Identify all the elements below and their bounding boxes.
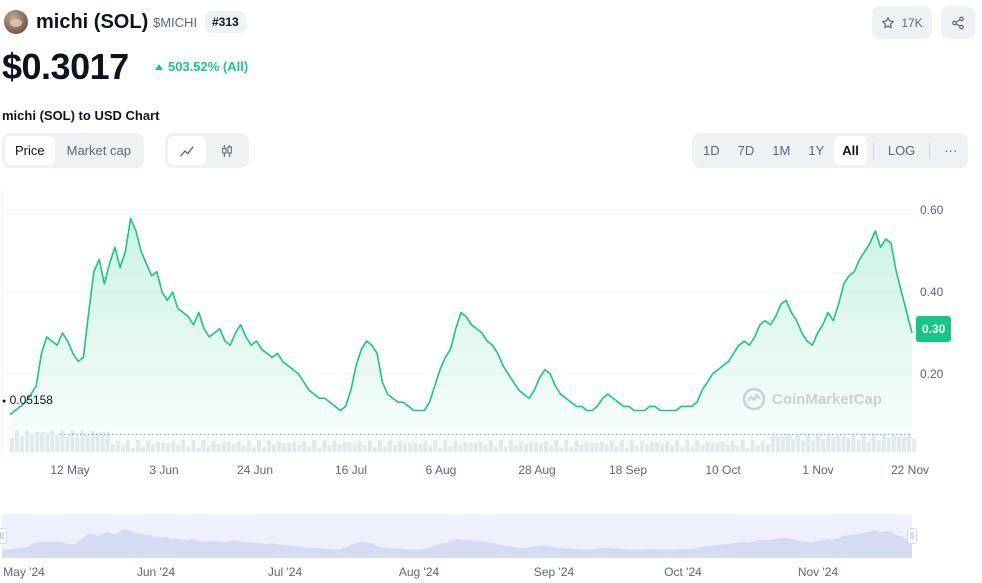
x-axis-label: 24 Jun (236, 463, 274, 477)
navigator-left-handle[interactable]: || (0, 528, 7, 544)
price-change: 503.52% (All) (155, 59, 248, 74)
volume-bar (912, 438, 916, 452)
range-7d[interactable]: 7D (737, 143, 755, 158)
watchlist-count: 17K (901, 15, 923, 30)
navigator-right-handle[interactable]: || (907, 528, 917, 544)
y-axis-label: 0.60 (920, 203, 944, 218)
share-button[interactable] (941, 6, 975, 39)
navigator-label: Nov '24 (797, 565, 839, 579)
y-axis-label: 0.20 (920, 366, 944, 381)
chart-title: michi (SOL) to USD Chart (2, 108, 160, 123)
navigator-label: May '24 (3, 565, 45, 579)
tab-price[interactable]: Price (5, 136, 55, 165)
watermark: CoinMarketCap (742, 387, 882, 411)
price-change-value: 503.52% (All) (168, 59, 249, 74)
candlestick-icon (222, 144, 232, 157)
more-options-button[interactable]: ··· (944, 143, 958, 158)
x-axis-label: 10 Oct (705, 463, 741, 477)
watermark-text: CoinMarketCap (772, 390, 883, 408)
navigator-label: Aug '24 (398, 565, 440, 579)
line-chart-icon (180, 145, 194, 156)
baseline-label: ● 0.05158 (2, 393, 53, 407)
divider (872, 142, 874, 159)
coin-header: michi (SOL) $MICHI #313 17K (0, 6, 982, 40)
line-chart-button[interactable] (168, 136, 206, 165)
data-type-toggle: Price Market cap (2, 133, 144, 168)
rank-badge: #313 (205, 11, 246, 33)
divider (929, 142, 931, 159)
navigator-label: Sep '24 (533, 565, 575, 579)
x-axis-label: 18 Sep (608, 463, 648, 477)
navigator-label: Jul '24 (267, 565, 303, 579)
price-chart[interactable] (0, 190, 982, 490)
navigator-label: Oct '24 (664, 565, 702, 579)
range-selector: 1D 7D 1M 1Y All LOG ··· (692, 133, 969, 168)
range-navigator[interactable] (0, 514, 920, 558)
range-1m[interactable]: 1M (772, 143, 791, 158)
chart-type-toggle (165, 133, 249, 168)
navigator-area (2, 529, 912, 558)
dotted-marker-icon: ● (2, 398, 7, 405)
candlestick-button[interactable] (208, 136, 246, 165)
coin-symbol: $MICHI (153, 15, 198, 30)
x-axis-label: 16 Jul (334, 463, 368, 477)
x-axis-label: 12 May (50, 463, 90, 477)
y-axis-label: 0.40 (920, 285, 944, 300)
tab-market-cap[interactable]: Market cap (66, 143, 131, 158)
star-icon (882, 16, 895, 28)
x-axis-label: 6 Aug (425, 463, 457, 477)
coin-logo (4, 10, 28, 34)
x-axis-label: 22 Nov (890, 463, 930, 477)
price-line (9, 217, 913, 416)
price-area-fill (10, 218, 912, 455)
range-1y[interactable]: 1Y (808, 143, 825, 158)
watchlist-button[interactable]: 17K (872, 6, 932, 39)
arrow-up-icon (155, 63, 163, 70)
coinmarketcap-logo-icon (742, 387, 766, 411)
x-axis-label: 3 Jun (149, 463, 179, 477)
current-price-tag: 0.30 (916, 316, 952, 342)
navigator-label: Jun '24 (136, 565, 176, 579)
x-axis-label: 28 Aug (518, 463, 556, 477)
range-all[interactable]: All (834, 136, 867, 165)
coin-name: michi (SOL) (36, 11, 149, 33)
x-axis-label: 1 Nov (802, 463, 834, 477)
current-price: $0.3017 (2, 46, 129, 87)
baseline-value: 0.05158 (9, 393, 53, 407)
range-1d[interactable]: 1D (703, 143, 720, 158)
log-scale-toggle[interactable]: LOG (887, 143, 916, 158)
share-icon (952, 16, 964, 29)
